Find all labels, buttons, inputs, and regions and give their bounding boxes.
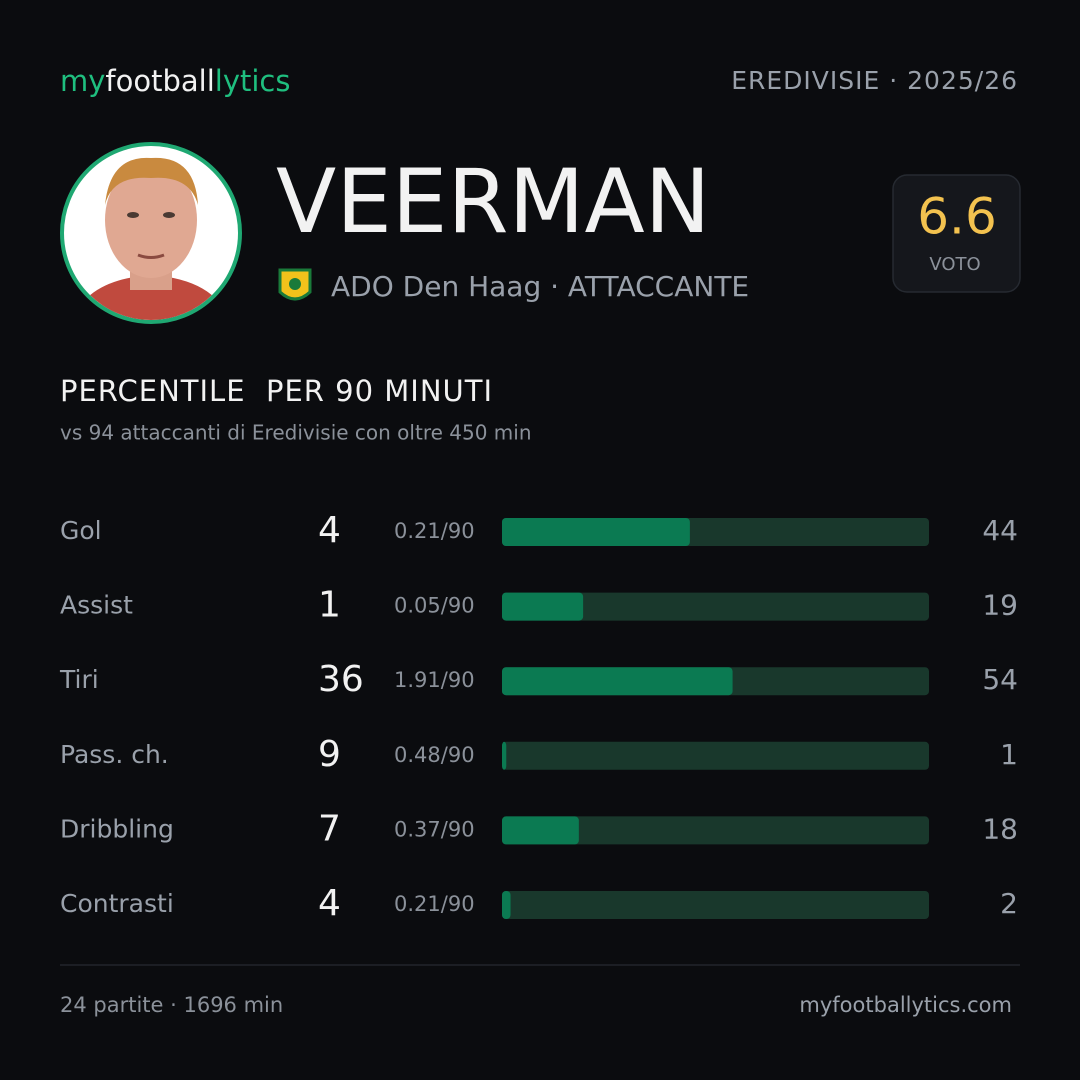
player-name: VEERMAN bbox=[276, 150, 711, 253]
league: EREDIVISIE · 2025/26 bbox=[731, 66, 1018, 95]
rating-value: 6.6 bbox=[917, 188, 997, 246]
brand-part: lytics bbox=[215, 64, 291, 98]
rating-label: VOTO bbox=[929, 254, 980, 275]
stat-total: 4 bbox=[318, 510, 341, 551]
stat-label: Tiri bbox=[59, 665, 99, 694]
footer-site: myfootballytics.com bbox=[799, 993, 1012, 1017]
bar-track bbox=[502, 891, 929, 919]
stat-percentile: 19 bbox=[982, 589, 1018, 622]
stat-label: Contrasti bbox=[60, 889, 174, 918]
bar bbox=[502, 891, 511, 919]
brand-part: my bbox=[60, 64, 105, 98]
bar bbox=[502, 816, 579, 845]
player-photo bbox=[60, 142, 242, 324]
section-subtitle: vs 94 attaccanti di Eredivisie con oltre… bbox=[60, 421, 532, 445]
stat-per90: 0.21/90 bbox=[394, 892, 475, 916]
stat-per90: 1.91/90 bbox=[394, 668, 475, 692]
stat-percentile: 54 bbox=[982, 663, 1018, 696]
bar bbox=[502, 667, 733, 696]
stat-total: 1 bbox=[318, 585, 341, 626]
stat-total: 4 bbox=[318, 883, 341, 924]
bar bbox=[502, 741, 507, 770]
stat-total: 7 bbox=[318, 808, 341, 849]
team-crest bbox=[278, 268, 312, 301]
bar-track bbox=[502, 741, 929, 770]
stat-percentile: 18 bbox=[982, 812, 1018, 845]
stat-label: Gol bbox=[60, 516, 102, 545]
stat-percentile: 1 bbox=[1000, 738, 1018, 771]
footer-summary: 24 partite · 1696 min bbox=[60, 993, 283, 1017]
stat-per90: 0.05/90 bbox=[394, 594, 475, 618]
brand-part: football bbox=[105, 64, 214, 98]
stat-total: 9 bbox=[318, 734, 341, 775]
section-title: PERCENTILE PER 90 MINUTI bbox=[60, 374, 493, 408]
stat-label: Dribbling bbox=[60, 814, 174, 843]
stat-label: Assist bbox=[60, 591, 133, 620]
bar-track bbox=[502, 816, 929, 845]
bar-track bbox=[502, 592, 929, 621]
stat-label: Pass. ch. bbox=[60, 740, 169, 769]
bar bbox=[502, 592, 584, 621]
stat-total: 36 bbox=[318, 659, 364, 700]
stat-per90: 0.37/90 bbox=[394, 817, 475, 841]
brand: myfootballlytics bbox=[60, 64, 290, 98]
stat-per90: 0.48/90 bbox=[394, 743, 475, 767]
stat-percentile: 2 bbox=[1000, 887, 1018, 920]
rating-box bbox=[892, 174, 1021, 293]
stat-percentile: 44 bbox=[982, 514, 1018, 547]
stat-per90: 0.21/90 bbox=[394, 519, 475, 543]
bar bbox=[502, 518, 690, 546]
team-line: ADO Den Haag · ATTACCANTE bbox=[331, 270, 749, 303]
